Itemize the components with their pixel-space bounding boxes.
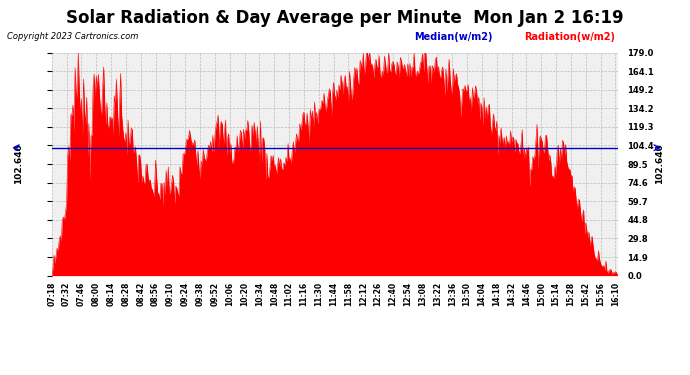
Text: 102.640: 102.640 bbox=[14, 144, 23, 184]
Text: Solar Radiation & Day Average per Minute  Mon Jan 2 16:19: Solar Radiation & Day Average per Minute… bbox=[66, 9, 624, 27]
Text: 102.640: 102.640 bbox=[656, 144, 664, 184]
Text: Radiation(w/m2): Radiation(w/m2) bbox=[524, 32, 615, 42]
Text: Copyright 2023 Cartronics.com: Copyright 2023 Cartronics.com bbox=[7, 32, 138, 41]
Text: Median(w/m2): Median(w/m2) bbox=[414, 32, 493, 42]
